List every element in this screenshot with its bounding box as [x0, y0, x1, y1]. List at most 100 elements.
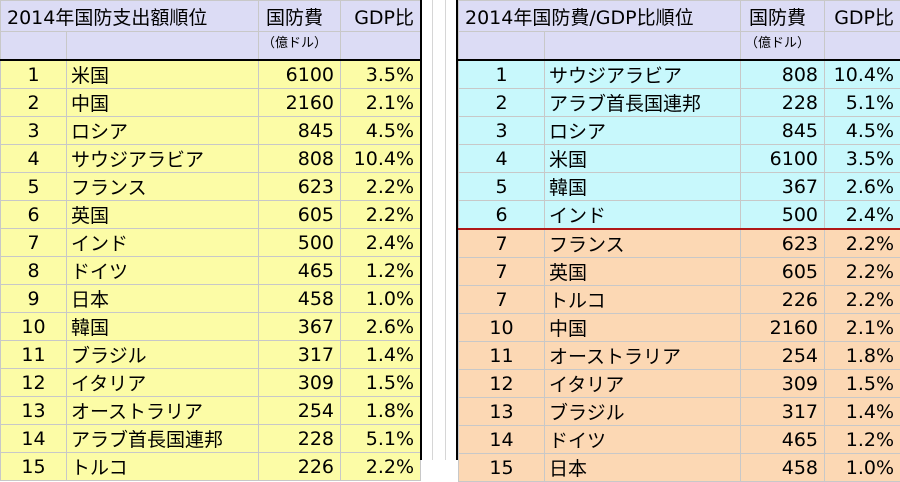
- rank-cell: 7: [459, 229, 545, 258]
- table-title: 2014年国防費/GDP比順位: [459, 1, 741, 32]
- spend-cell: 808: [741, 60, 825, 89]
- gdp-ratio-cell: 1.8%: [341, 397, 421, 425]
- country-cell: ドイツ: [67, 257, 259, 285]
- rank-cell: 5: [459, 173, 545, 201]
- spend-cell: 458: [741, 454, 825, 482]
- spend-cell: 309: [259, 369, 341, 397]
- gdp-ratio-cell: 2.2%: [341, 201, 421, 229]
- country-cell: 中国: [67, 89, 259, 117]
- country-cell: イタリア: [67, 369, 259, 397]
- spend-cell: 6100: [259, 60, 341, 89]
- header-row: 2014年国防支出額順位 国防費 GDP比: [1, 1, 421, 32]
- gdp-ratio-cell: 2.2%: [825, 229, 900, 258]
- spend-cell: 226: [741, 286, 825, 314]
- empty-cell: [67, 32, 259, 61]
- country-cell: ロシア: [545, 117, 741, 145]
- spend-cell: 500: [741, 201, 825, 230]
- gdp-ratio-cell: 2.6%: [341, 313, 421, 341]
- empty-cell: [825, 32, 900, 61]
- country-cell: ロシア: [67, 117, 259, 145]
- rank-cell: 10: [459, 314, 545, 342]
- table-border: [456, 0, 458, 460]
- gdp-column-header: GDP比: [341, 1, 421, 32]
- spend-cell: 500: [259, 229, 341, 257]
- country-cell: サウジアラビア: [67, 145, 259, 173]
- gdp-ratio-cell: 2.4%: [341, 229, 421, 257]
- gdp-ratio-cell: 2.1%: [341, 89, 421, 117]
- rank-cell: 11: [1, 341, 67, 369]
- country-cell: トルコ: [545, 286, 741, 314]
- spend-cell: 845: [259, 117, 341, 145]
- spend-cell: 367: [741, 173, 825, 201]
- country-cell: イタリア: [545, 370, 741, 398]
- rank-cell: 8: [1, 257, 67, 285]
- rank-cell: 12: [459, 370, 545, 398]
- rank-cell: 7: [459, 286, 545, 314]
- country-cell: 米国: [545, 145, 741, 173]
- country-cell: 日本: [545, 454, 741, 482]
- gdp-ratio-cell: 2.6%: [825, 173, 900, 201]
- rank-cell: 1: [1, 60, 67, 89]
- gdp-ratio-cell: 1.0%: [341, 285, 421, 313]
- rank-cell: 3: [1, 117, 67, 145]
- spend-cell: 2160: [259, 89, 341, 117]
- spend-cell: 228: [741, 89, 825, 117]
- country-cell: オーストラリア: [545, 342, 741, 370]
- country-cell: 韓国: [545, 173, 741, 201]
- country-cell: 米国: [67, 60, 259, 89]
- country-cell: フランス: [545, 229, 741, 258]
- gdp-ratio-cell: 10.4%: [825, 60, 900, 89]
- spend-cell: 254: [259, 397, 341, 425]
- spend-cell: 465: [259, 257, 341, 285]
- rank-cell: 7: [1, 229, 67, 257]
- rank-cell: 7: [459, 258, 545, 286]
- spend-cell: 845: [741, 117, 825, 145]
- gdp-ratio-cell: 4.5%: [341, 117, 421, 145]
- rank-cell: 12: [1, 369, 67, 397]
- unit-row: （億ドル）: [459, 32, 900, 61]
- country-cell: 英国: [545, 258, 741, 286]
- spend-cell: 228: [259, 425, 341, 453]
- gdp-ratio-cell: 2.2%: [341, 173, 421, 201]
- gdp-ratio-cell: 1.5%: [341, 369, 421, 397]
- rank-cell: 15: [459, 454, 545, 482]
- spend-cell: 317: [741, 398, 825, 426]
- empty-cell: [341, 32, 421, 61]
- gdp-ratio-cell: 2.1%: [825, 314, 900, 342]
- spend-cell: 6100: [741, 145, 825, 173]
- country-cell: サウジアラビア: [545, 60, 741, 89]
- gdp-column-header: GDP比: [825, 1, 900, 32]
- spend-cell: 309: [741, 370, 825, 398]
- rank-cell: 15: [1, 453, 67, 481]
- spend-cell: 317: [259, 341, 341, 369]
- spend-cell: 623: [259, 173, 341, 201]
- rank-cell: 1: [459, 60, 545, 89]
- country-cell: 中国: [545, 314, 741, 342]
- gdp-ratio-cell: 1.0%: [825, 454, 900, 482]
- rank-cell: 4: [459, 145, 545, 173]
- country-cell: 英国: [67, 201, 259, 229]
- gdp-ratio-cell: 10.4%: [341, 145, 421, 173]
- gdp-ratio-cell: 3.5%: [341, 60, 421, 89]
- rank-cell: 6: [459, 201, 545, 230]
